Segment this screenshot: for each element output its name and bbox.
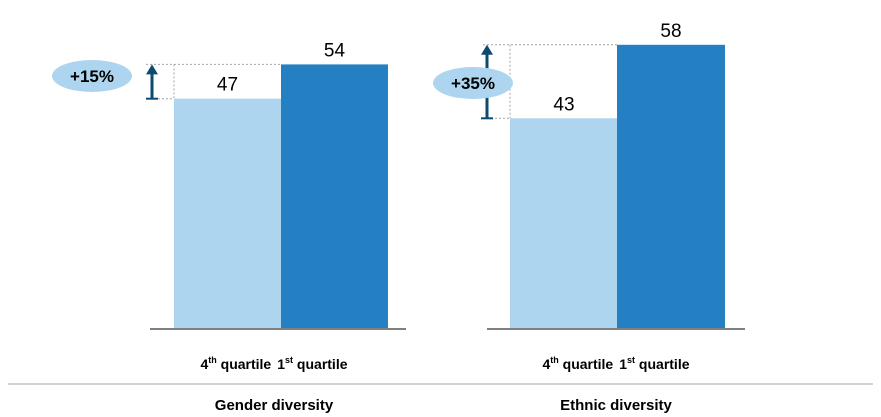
category-ordinal: 1 bbox=[277, 356, 285, 372]
group-title: Ethnic diversity bbox=[560, 397, 672, 414]
increase-arrow-head bbox=[146, 64, 158, 75]
bar-fourth-quartile bbox=[174, 98, 281, 329]
bar-first-quartile bbox=[617, 44, 725, 330]
category-word: quartile bbox=[293, 356, 348, 372]
category-ordinal: 4 bbox=[542, 356, 550, 372]
increase-badge bbox=[433, 67, 513, 99]
increase-badge bbox=[52, 60, 132, 92]
bar-value-label: 54 bbox=[324, 40, 346, 61]
category-word: quartile bbox=[559, 356, 614, 372]
category-ordinal-suffix: st bbox=[627, 355, 635, 365]
increase-badge-label: +15% bbox=[70, 67, 114, 86]
bar-value-label: 58 bbox=[660, 21, 681, 42]
increase-badge-label: +35% bbox=[451, 74, 495, 93]
category-ordinal-suffix: th bbox=[550, 355, 559, 365]
bar-first-quartile bbox=[281, 64, 388, 330]
category-ordinal: 1 bbox=[619, 356, 627, 372]
category-ordinal: 4 bbox=[200, 356, 208, 372]
bar-value-label: 43 bbox=[553, 94, 574, 115]
category-ordinal-suffix: th bbox=[208, 355, 217, 365]
group-title: Gender diversity bbox=[215, 397, 334, 414]
bar-fourth-quartile bbox=[510, 118, 618, 329]
bar-value-label: 47 bbox=[217, 75, 238, 96]
category-word: quartile bbox=[635, 356, 690, 372]
increase-arrow-head bbox=[481, 44, 493, 55]
category-ordinal-suffix: st bbox=[285, 355, 293, 365]
category-labels: 4th quartile 1st quartile bbox=[542, 355, 689, 372]
category-labels: 4th quartile 1st quartile bbox=[200, 355, 347, 372]
category-word: quartile bbox=[217, 356, 272, 372]
